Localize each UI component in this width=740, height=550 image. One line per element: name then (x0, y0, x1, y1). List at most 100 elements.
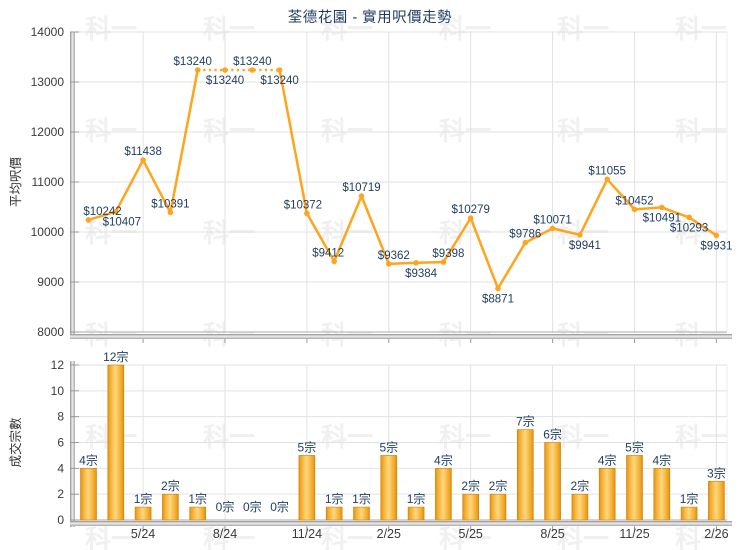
watermark-text: 科一 (675, 218, 727, 248)
data-point[interactable] (413, 260, 419, 266)
data-point[interactable] (276, 67, 283, 73)
data-point[interactable] (249, 67, 256, 73)
watermark-text: 科一 (557, 116, 609, 146)
y-tick-label: 12000 (31, 125, 65, 139)
bar[interactable] (435, 468, 452, 521)
bar-count-label: 1宗 (188, 491, 207, 506)
bar[interactable] (708, 480, 725, 521)
x-axis-line (70, 521, 732, 526)
watermark-text: 科一 (321, 422, 373, 452)
data-point-label: $9384 (405, 268, 438, 280)
bar-count-label: 3宗 (707, 465, 726, 480)
y-axis-line (70, 32, 75, 339)
bar-count-label: 0宗 (216, 499, 235, 514)
bar[interactable] (325, 506, 343, 521)
watermark-text: 科一 (203, 14, 255, 44)
chart-title: 荃德花園 - 實用呎價走勢 (287, 10, 453, 26)
data-point[interactable] (85, 217, 92, 223)
watermark-text: 科一 (321, 116, 373, 146)
bar[interactable] (134, 506, 152, 521)
bar[interactable] (407, 506, 425, 521)
bar[interactable] (653, 468, 671, 521)
bar[interactable] (462, 493, 480, 521)
bar[interactable] (189, 506, 206, 521)
y-axis-line (70, 361, 75, 527)
bar[interactable] (107, 364, 125, 521)
watermark-text: 科一 (675, 14, 727, 44)
data-point[interactable] (713, 232, 720, 239)
data-point[interactable] (577, 232, 583, 238)
bar-count-label: 5宗 (625, 439, 644, 454)
y-tick-label: 8 (57, 410, 64, 424)
x-tick-label: 5/25 (459, 527, 483, 541)
data-point[interactable] (167, 209, 174, 216)
top-y-axis-title: 平均呎價 (9, 157, 23, 208)
data-point-label: $13240 (174, 56, 212, 68)
bar-count-label: 12宗 (103, 349, 128, 364)
data-point[interactable] (495, 285, 501, 292)
watermark-text: 科一 (557, 422, 609, 452)
bar[interactable] (380, 455, 398, 521)
data-point-label: $9941 (569, 240, 601, 252)
data-point[interactable] (631, 206, 638, 213)
bar[interactable] (516, 429, 534, 521)
watermark-text: 科一 (557, 524, 609, 550)
data-point[interactable] (358, 193, 365, 199)
data-point-label: $11438 (124, 146, 162, 158)
data-point[interactable] (467, 215, 474, 221)
bar-count-label: 6宗 (543, 427, 562, 442)
bar-count-label: 4宗 (434, 452, 453, 467)
watermark-text: 科一 (439, 14, 491, 44)
data-point[interactable] (686, 214, 692, 221)
bar-count-label: 2宗 (571, 478, 590, 493)
bar[interactable] (80, 468, 97, 521)
data-point[interactable] (304, 210, 310, 217)
data-point-label: $10491 (643, 212, 681, 224)
y-tick-label: 14000 (31, 25, 65, 39)
bar[interactable] (571, 493, 589, 521)
data-point[interactable] (604, 176, 610, 183)
y-tick-label: 0 (57, 513, 64, 527)
bar-count-label: 2宗 (461, 478, 480, 493)
bar[interactable] (489, 493, 507, 521)
bar[interactable] (162, 493, 179, 521)
data-point[interactable] (440, 259, 447, 265)
data-point[interactable] (331, 258, 338, 265)
data-point[interactable] (113, 208, 119, 215)
bar-count-label: 1宗 (352, 491, 371, 506)
data-point[interactable] (140, 157, 146, 163)
watermark-text: 科一 (321, 524, 373, 550)
bar-count-label: 1宗 (680, 491, 699, 506)
bar[interactable] (626, 455, 643, 521)
y-tick-label: 13000 (31, 75, 65, 89)
y-tick-label: 10000 (31, 225, 65, 239)
bar[interactable] (598, 468, 616, 521)
bar[interactable] (680, 506, 698, 521)
data-point[interactable] (522, 239, 529, 246)
data-point[interactable] (549, 225, 556, 232)
watermark-text: 科一 (439, 524, 491, 550)
data-point[interactable] (222, 67, 228, 73)
data-point[interactable] (659, 204, 665, 211)
data-point-label: $10391 (151, 198, 189, 210)
watermark-text: 科一 (675, 422, 727, 452)
bar-count-label: 1宗 (134, 491, 153, 506)
data-point[interactable] (194, 67, 201, 73)
watermark-text: 科一 (675, 524, 727, 550)
data-point-label: $10719 (342, 182, 380, 194)
bar-count-label: 4宗 (652, 452, 671, 467)
bar[interactable] (353, 506, 370, 521)
watermark-text: 科一 (85, 116, 137, 146)
bar[interactable] (298, 455, 316, 521)
y-tick-label: 4 (57, 461, 64, 475)
bar-count-label: 4宗 (79, 452, 98, 467)
bar-count-label: 5宗 (379, 439, 398, 454)
y-tick-label: 11000 (32, 175, 65, 189)
x-tick-label: 8/24 (213, 527, 237, 541)
watermark-text: 科一 (557, 218, 609, 248)
bar-count-label: 0宗 (270, 499, 289, 514)
bar-count-label: 0宗 (243, 499, 262, 514)
data-point[interactable] (386, 261, 392, 267)
bar[interactable] (544, 442, 561, 521)
